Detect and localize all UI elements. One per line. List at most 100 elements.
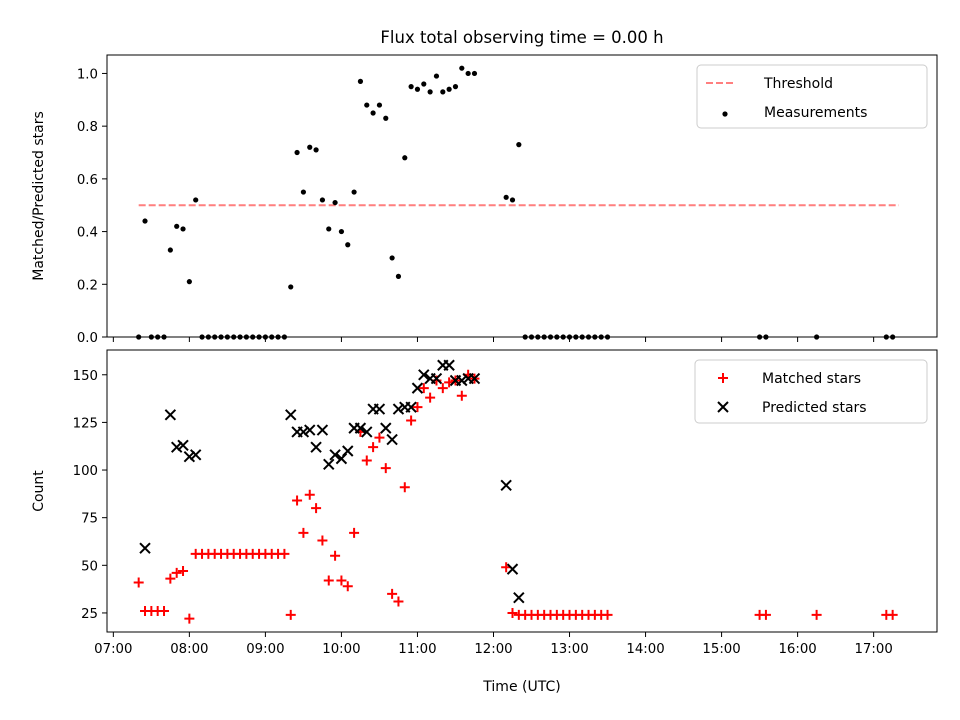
matched-star-point	[393, 596, 404, 607]
measurement-point	[408, 84, 414, 90]
predicted-star-point	[183, 450, 196, 463]
measurement-point	[592, 334, 598, 340]
predicted-star-point	[323, 458, 335, 471]
measurement-point	[167, 247, 173, 253]
measurement-point	[566, 334, 573, 340]
measurement-point	[326, 226, 332, 232]
measurement-point	[509, 197, 516, 203]
predicted-star-point	[170, 441, 183, 453]
measurement-point	[459, 65, 465, 71]
bottom-panel: 07:00 08:00 09:00 10:00 11:00 12:00 13:00 14:00…	[31, 349, 938, 695]
predicted-star-point	[285, 409, 297, 421]
measurement-point	[814, 334, 820, 340]
x-tick-label: 12:00	[474, 642, 512, 657]
measurement-point	[218, 334, 224, 340]
measurement-point	[541, 334, 547, 340]
measurement-point	[503, 194, 509, 200]
matched-star-point	[437, 383, 448, 394]
predicted-star-point	[164, 409, 177, 421]
y-axis-label: Matched/Predicted stars	[31, 111, 47, 281]
measurement-point	[395, 273, 402, 279]
measurement-point	[300, 189, 307, 195]
measurement-point	[763, 334, 769, 340]
measurement-point	[332, 199, 338, 206]
legend-label: Matched stars	[762, 371, 861, 387]
measurement-point	[560, 334, 566, 340]
measurement-point	[376, 102, 383, 108]
measurement-point	[161, 334, 167, 340]
matched-star-point	[602, 609, 613, 620]
y-tick-label: 0.0	[77, 331, 98, 346]
matched-star-point	[184, 613, 195, 624]
matched-star-point	[418, 383, 429, 394]
measurement-point	[446, 86, 452, 92]
predicted-star-point	[189, 449, 202, 461]
matched-star-point	[336, 575, 347, 586]
measurement-point	[883, 334, 889, 340]
legend-matched-swatch	[718, 373, 728, 383]
matched-star-point	[760, 609, 771, 620]
measurement-point	[275, 334, 281, 340]
measurement-point	[547, 334, 554, 340]
measurement-point	[269, 334, 275, 340]
predicted-star-point	[354, 422, 367, 434]
predicted-star-point	[513, 591, 525, 604]
measurement-point	[281, 334, 288, 340]
y-tick-label: 0.6	[77, 173, 98, 188]
matched-star-point	[387, 588, 398, 599]
predicted-star-point	[443, 359, 455, 371]
measurement-point	[433, 73, 440, 79]
measurement-point	[262, 334, 268, 340]
legend-predicted-swatch	[717, 401, 729, 413]
matched-star-point	[165, 573, 176, 584]
matched-star-point	[361, 455, 372, 466]
x-tick-label: 13:00	[550, 642, 588, 657]
legend-box	[696, 64, 928, 129]
y-tick-label: 75	[81, 512, 98, 527]
measurement-point	[364, 102, 370, 108]
measurement-point	[319, 197, 326, 203]
measurement-point	[186, 279, 192, 285]
matched-star-point	[412, 402, 423, 413]
measurement-point	[148, 334, 154, 340]
predicted-star-point	[468, 372, 481, 385]
measurement-point	[250, 334, 256, 340]
plot-frame	[106, 349, 938, 633]
predicted-star-point	[297, 426, 310, 438]
x-tick-label: 14:00	[626, 642, 664, 657]
measurement-point	[370, 110, 376, 116]
predicted-star-point	[361, 426, 373, 438]
y-tick-label: 0.8	[77, 120, 98, 135]
matched-star-point	[133, 577, 144, 588]
x-tick-label: 11:00	[398, 642, 436, 657]
matched-star-point	[292, 495, 303, 506]
measurement-point	[357, 78, 364, 84]
measurement-point	[516, 142, 522, 148]
x-tick-label: 15:00	[702, 642, 740, 657]
matched-star-point	[178, 566, 189, 577]
predicted-star-point	[386, 433, 398, 446]
measurement-point	[199, 334, 205, 340]
matched-star-point	[811, 609, 822, 620]
measurement-point	[142, 218, 148, 224]
predicted-star-point	[342, 445, 354, 457]
predicted-star-point	[456, 374, 468, 387]
measurement-point	[136, 334, 142, 340]
matched-star-point	[285, 609, 296, 620]
y-tick-label: 50	[81, 559, 98, 574]
measurement-point	[237, 334, 243, 340]
matched-star-point	[304, 489, 315, 500]
y-tick-label: 0.2	[77, 278, 98, 293]
measurement-point	[351, 189, 357, 195]
predicted-star-point	[430, 372, 443, 385]
matched-star-point	[456, 390, 467, 401]
measurement-point	[155, 334, 161, 340]
measurement-point	[174, 223, 180, 229]
measurement-point	[224, 334, 230, 340]
measurement-point	[389, 255, 395, 261]
measurement-point	[294, 149, 300, 156]
legend-label: Predicted stars	[762, 400, 867, 416]
matched-star-point	[311, 503, 322, 514]
predicted-star-point	[392, 403, 405, 415]
measurement-point	[307, 144, 313, 150]
